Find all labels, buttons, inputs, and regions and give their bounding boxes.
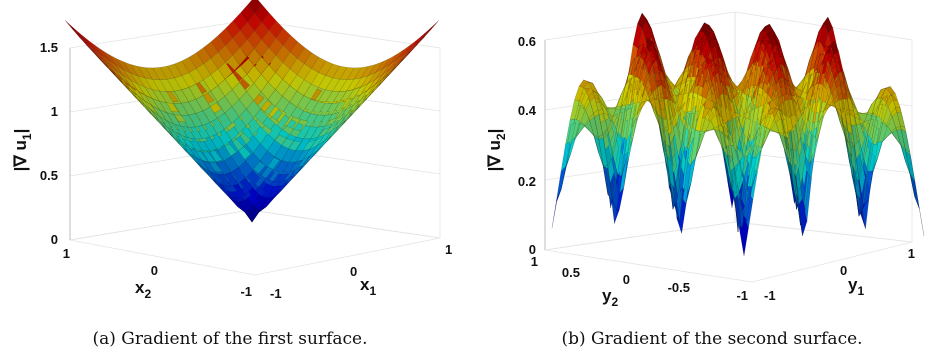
panel-a-x-ticks: -1 0 1: [270, 242, 452, 301]
surface-patch: [174, 60, 190, 76]
panel-b-xlabel: y1: [848, 275, 864, 298]
surface-patch: [71, 28, 87, 45]
panel-b-x-ticks: -1 0 1: [764, 246, 915, 303]
surface-patch: [115, 58, 131, 74]
panel-b-ztick-2: 0.4: [518, 103, 537, 118]
panel-b-xtick-1: 0: [840, 263, 847, 278]
panel-a-caption: (a) Gradient of the first surface.: [92, 329, 367, 349]
panel-a-ztick-2: 1: [51, 104, 58, 119]
panel-a-ytick-1: 0: [151, 263, 158, 278]
surface-patch: [560, 141, 571, 173]
panel-b-surface: [551, 12, 925, 257]
panel-a-ytick-2: -1: [240, 284, 252, 299]
surface-patch: [101, 49, 117, 66]
panel-a-ylabel: x2: [135, 278, 151, 301]
surface-patch: [417, 26, 433, 43]
surface-patch: [108, 54, 124, 70]
surface-patch: [914, 196, 925, 237]
surface-patch: [79, 33, 95, 49]
panel-a-xlabel: x1: [360, 275, 376, 298]
panel-a-xtick-1: 0: [350, 264, 357, 279]
panel-b-xtick-0: -1: [764, 288, 776, 303]
panel-a-floor: [69, 209, 441, 276]
surface-patch: [86, 39, 102, 55]
surface-patch: [167, 63, 182, 79]
panel-b-ytick-0: 1: [531, 254, 538, 269]
panel-b-y-ticks: 1 0.5 0 -0.5 -1: [531, 254, 748, 303]
surface-patch: [232, 12, 248, 31]
panel-b-floor: [544, 221, 913, 283]
surface-patch: [403, 39, 418, 55]
surface-patch: [64, 20, 80, 36]
panel-b-ztick-3: 0.6: [518, 34, 536, 49]
surface-patch: [574, 86, 585, 101]
panel-a-z-ticks: 0 0.5 1 1.5: [40, 40, 58, 247]
surface-patch: [551, 189, 562, 229]
surface-patch: [203, 41, 219, 59]
panel-a-ztick-3: 1.5: [40, 40, 58, 55]
surface-patch: [72, 26, 87, 43]
panel-a-zlabel: |∇ u1|: [11, 129, 34, 172]
panel-a-surface: [64, 0, 440, 223]
panel-b-z-ticks: 0 0.2 0.4 0.6: [518, 34, 537, 257]
surface-patch: [556, 165, 567, 201]
panel-a-ytick-0: 1: [63, 246, 70, 261]
panel-b-ylabel: y2: [602, 286, 618, 309]
panel-b-ytick-3: -0.5: [668, 280, 690, 295]
surface-patch: [410, 33, 425, 49]
panel-a-y-ticks: 1 0 -1: [63, 246, 252, 299]
surface-patch: [137, 66, 153, 80]
panel-b: 0 0.2 0.4 0.6 |∇ u2| 1 0.5 0 -0.5 -1 y2 …: [485, 11, 925, 349]
panel-a: 0 0.5 1 1.5 |∇ u1| 1 0 -1 x2 -1 0 1 x1 (…: [11, 0, 452, 349]
panel-b-ztick-1: 0.2: [518, 174, 536, 189]
panel-b-caption: (b) Gradient of the second surface.: [561, 329, 862, 349]
surface-patch: [94, 44, 109, 61]
panel-a-xtick-2: 1: [445, 242, 452, 257]
panel-b-ytick-4: -1: [736, 288, 748, 303]
surface-patch: [123, 61, 139, 77]
panel-b-xtick-2: 1: [908, 246, 915, 261]
panel-b-ytick-1: 0.5: [562, 265, 580, 280]
panel-b-ytick-2: 0: [623, 272, 630, 287]
panel-a-ztick-0: 0: [51, 232, 58, 247]
surface-patch: [569, 99, 580, 121]
panel-a-ztick-1: 0.5: [40, 168, 58, 183]
panel-a-xtick-0: -1: [270, 286, 282, 301]
panel-b-zlabel: |∇ u2|: [485, 129, 508, 172]
panel-b-ztick-0: 0: [529, 242, 536, 257]
surface-patch: [188, 52, 204, 69]
